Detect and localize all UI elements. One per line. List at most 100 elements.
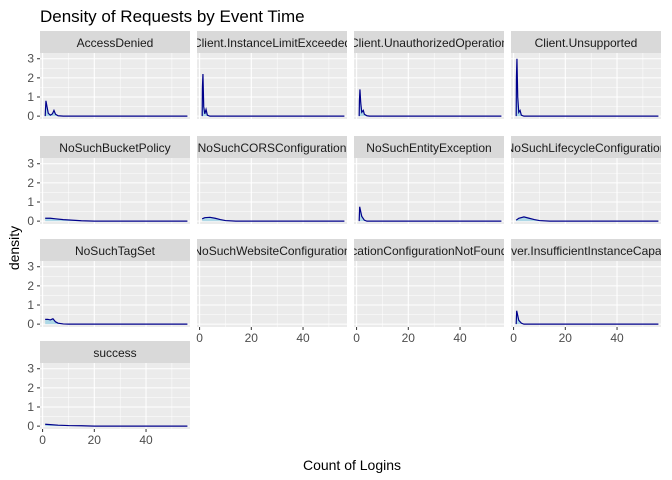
facet-strip-label: AccessDenied bbox=[77, 36, 154, 50]
facet-plot-area bbox=[197, 261, 347, 327]
facet-strip bbox=[511, 31, 661, 53]
facet-plot-area bbox=[511, 261, 661, 327]
facet-panels: AccessDenied 0 1 2 3 Client.InstanceLimitExce… bbox=[27, 31, 672, 447]
facet-strip-label: NoSuchTagSet bbox=[75, 244, 156, 258]
facet-plot-area bbox=[197, 53, 347, 119]
facet-panel: success 0 1 2 3 0 20 40 bbox=[27, 341, 190, 447]
density-line bbox=[45, 217, 188, 222]
facet-panel: NoSuchTagSet 0 1 2 3 bbox=[27, 239, 190, 331]
y-tick-label: 1 bbox=[27, 90, 34, 104]
chart-title: Density of Requests by Event Time bbox=[40, 7, 305, 26]
y-tick-label: 0 bbox=[27, 109, 34, 123]
y-tick-label: 2 bbox=[27, 279, 34, 293]
y-tick-label: 1 bbox=[27, 400, 34, 414]
facet-strip-label: NoSuchWebsiteConfiguration bbox=[193, 244, 350, 258]
density-area bbox=[45, 218, 188, 222]
facet-panel: Client.UnauthorizedOperation bbox=[350, 31, 508, 119]
facet-plot-area bbox=[197, 158, 347, 224]
x-tick-label: 40 bbox=[139, 433, 153, 447]
density-line bbox=[515, 310, 659, 325]
x-tick-label: 20 bbox=[245, 331, 259, 345]
facet-plot-area bbox=[40, 363, 190, 429]
facet-strip-label: NoSuchBucketPolicy bbox=[59, 141, 170, 155]
x-axis-title: Count of Logins bbox=[303, 457, 401, 473]
facet-panel: Server.InsufficientInstanceCapacity 0 20 40 bbox=[492, 239, 672, 345]
density-line bbox=[358, 89, 502, 117]
x-tick-label: 0 bbox=[510, 331, 517, 345]
facet-panel: Client.Unsupported bbox=[511, 31, 661, 119]
facet-plot-area bbox=[354, 53, 504, 119]
facet-plot-area bbox=[354, 158, 504, 224]
density-line bbox=[515, 58, 659, 117]
x-tick-label: 40 bbox=[296, 331, 310, 345]
facet-strip-label: Client.Unsupported bbox=[535, 36, 638, 50]
x-tick-label: 40 bbox=[453, 331, 467, 345]
density-line bbox=[201, 216, 345, 222]
facet-strip-label: Server.InsufficientInstanceCapacity bbox=[492, 244, 672, 258]
y-tick-label: 2 bbox=[27, 381, 34, 395]
x-tick-label: 0 bbox=[196, 331, 203, 345]
facet-strip bbox=[40, 341, 190, 363]
facet-strip-label: Client.InstanceLimitExceeded bbox=[193, 36, 351, 50]
facet-strip bbox=[40, 31, 190, 53]
y-axis-title: density bbox=[6, 226, 22, 270]
facet-plot-area bbox=[40, 53, 190, 119]
facet-panel: NoSuchBucketPolicy 0 1 2 3 bbox=[27, 136, 190, 228]
facet-strip-label: ReplicationConfigurationNotFoundError bbox=[324, 244, 534, 258]
facet-strip-label: NoSuchLifecycleConfiguration bbox=[506, 141, 667, 155]
facet-strip bbox=[511, 239, 661, 261]
x-tick-label: 20 bbox=[559, 331, 573, 345]
y-tick-label: 1 bbox=[27, 298, 34, 312]
x-tick-label: 20 bbox=[88, 433, 102, 447]
facet-strip bbox=[197, 239, 347, 261]
facet-strip bbox=[354, 31, 504, 53]
facet-panel: AccessDenied 0 1 2 3 bbox=[27, 31, 190, 123]
facet-panel: Client.InstanceLimitExceeded bbox=[193, 31, 351, 119]
y-tick-label: 1 bbox=[27, 195, 34, 209]
y-tick-label: 3 bbox=[27, 362, 34, 376]
density-line bbox=[44, 100, 188, 117]
facet-panel: NoSuchEntityException bbox=[354, 136, 504, 224]
facet-plot-area bbox=[40, 261, 190, 327]
facet-strip bbox=[40, 136, 190, 158]
facet-strip bbox=[40, 239, 190, 261]
y-tick-label: 2 bbox=[27, 176, 34, 190]
y-tick-label: 2 bbox=[27, 71, 34, 85]
facet-plot-area bbox=[40, 158, 190, 224]
density-line bbox=[201, 74, 345, 117]
density-area bbox=[202, 217, 345, 222]
facet-strip-label: NoSuchCORSConfiguration bbox=[198, 141, 347, 155]
density-line bbox=[358, 206, 502, 222]
facet-strip bbox=[354, 239, 504, 261]
facet-strip bbox=[354, 136, 504, 158]
facet-strip bbox=[197, 31, 347, 53]
density-line bbox=[515, 216, 659, 222]
y-tick-label: 0 bbox=[27, 419, 34, 433]
facet-panel: NoSuchCORSConfiguration bbox=[197, 136, 347, 224]
facet-panel: ReplicationConfigurationNotFoundError 0 20… bbox=[324, 239, 534, 345]
facet-plot-area bbox=[511, 158, 661, 224]
y-tick-label: 3 bbox=[27, 157, 34, 171]
facet-panel: NoSuchWebsiteConfiguration 0 20 40 bbox=[193, 239, 350, 345]
x-tick-label: 0 bbox=[353, 331, 360, 345]
x-tick-label: 0 bbox=[39, 433, 46, 447]
facet-panel: NoSuchLifecycleConfiguration bbox=[506, 136, 667, 224]
density-line bbox=[45, 318, 188, 325]
facet-strip-label: Client.UnauthorizedOperation bbox=[350, 36, 508, 50]
facet-strip-label: NoSuchEntityException bbox=[366, 141, 491, 155]
facet-plot-area bbox=[511, 53, 661, 119]
x-tick-label: 20 bbox=[402, 331, 416, 345]
y-tick-label: 3 bbox=[27, 260, 34, 274]
y-tick-label: 0 bbox=[27, 317, 34, 331]
facet-plot-area bbox=[354, 261, 504, 327]
density-line bbox=[45, 423, 188, 427]
density-area bbox=[45, 424, 188, 427]
density-area bbox=[516, 216, 659, 222]
facet-strip bbox=[511, 136, 661, 158]
x-tick-label: 40 bbox=[610, 331, 624, 345]
facet-strip bbox=[197, 136, 347, 158]
facet-strip-label: success bbox=[93, 346, 136, 360]
y-tick-label: 3 bbox=[27, 52, 34, 66]
y-tick-label: 0 bbox=[27, 214, 34, 228]
